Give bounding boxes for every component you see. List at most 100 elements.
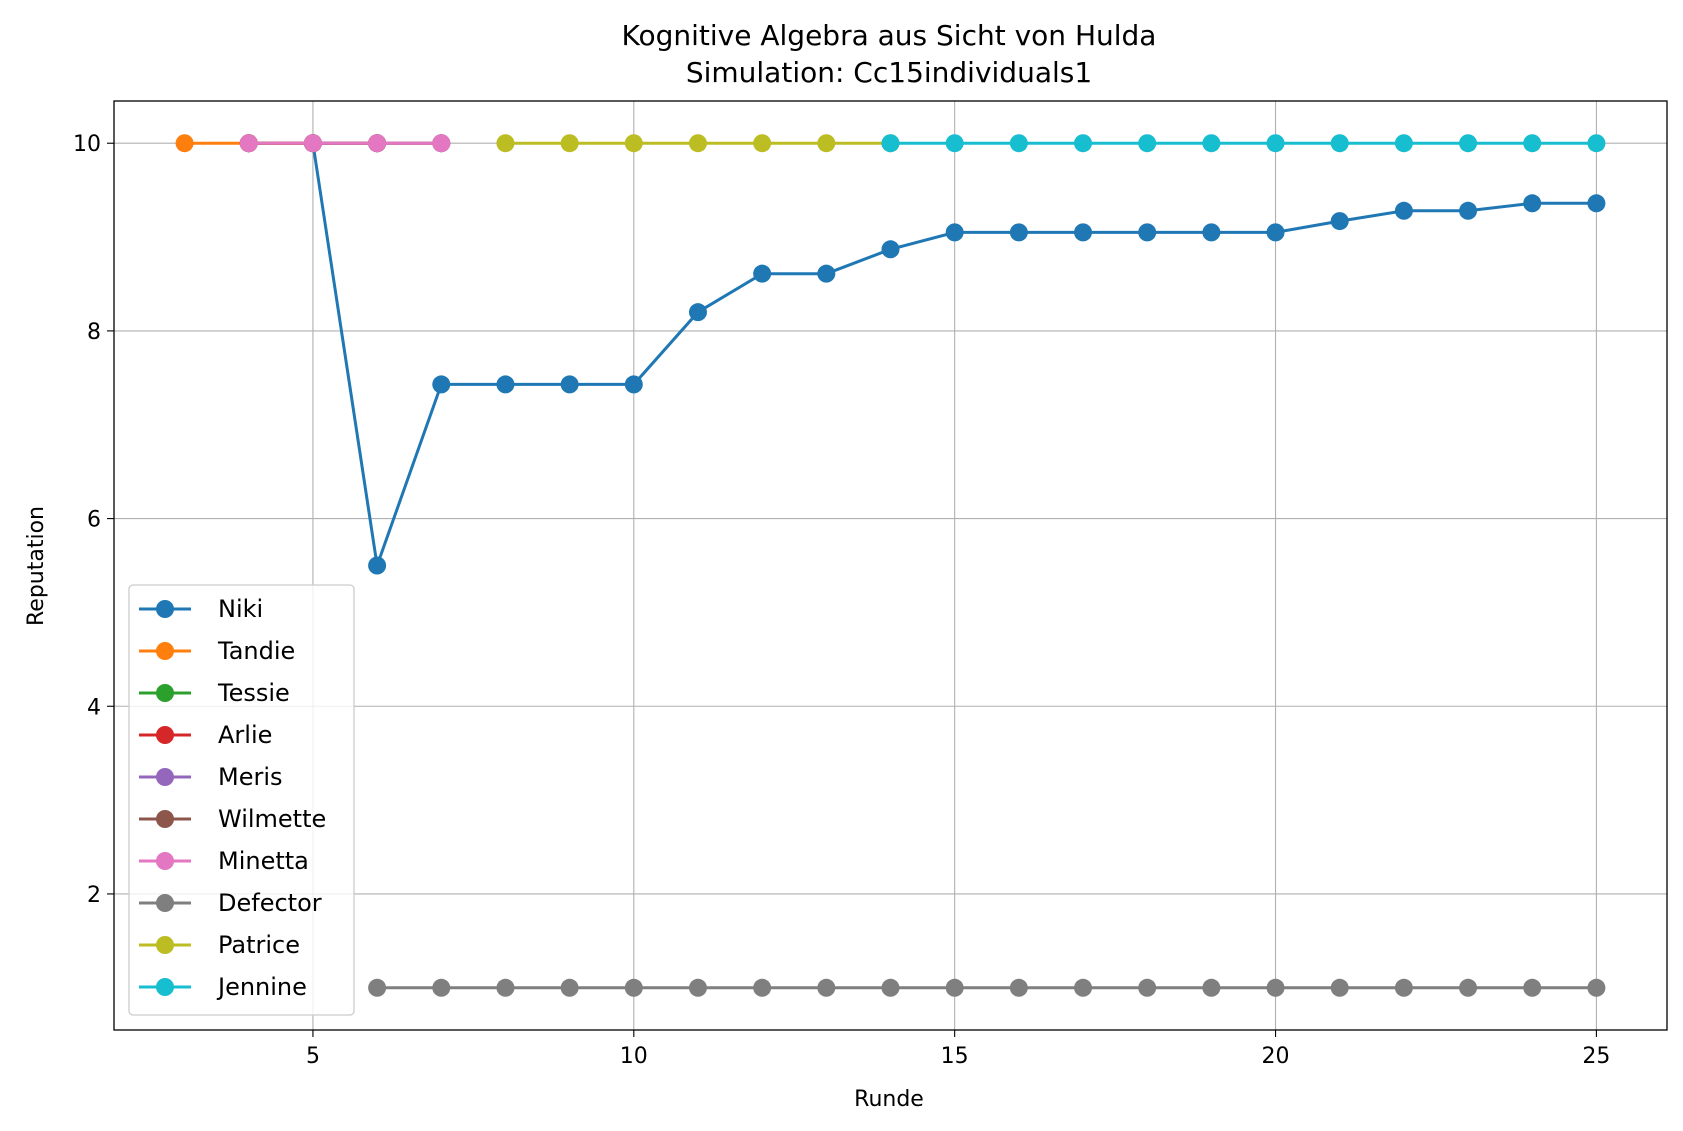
x-tick-label: 15 [941, 1044, 969, 1069]
legend-label: Defector [218, 889, 322, 917]
data-point [1459, 201, 1478, 220]
data-point [688, 303, 707, 322]
data-point [1138, 978, 1157, 997]
legend-label: Tandie [217, 637, 295, 665]
chart-subtitle: Simulation: Cc15individuals1 [686, 56, 1092, 89]
legend-label: Minetta [218, 847, 309, 875]
data-point [368, 134, 387, 153]
y-axis-label: Reputation [24, 506, 49, 626]
data-point [1202, 978, 1221, 997]
y-tick-label: 10 [73, 132, 101, 157]
data-point [1266, 223, 1285, 242]
data-point [1202, 223, 1221, 242]
data-point [1459, 134, 1478, 153]
data-point [1330, 134, 1349, 153]
data-point [817, 264, 836, 283]
legend-item: Minetta [139, 847, 309, 875]
y-tick-label: 4 [87, 695, 101, 720]
legend-label: Arlie [218, 721, 272, 749]
data-point [688, 134, 707, 153]
data-point [1074, 134, 1093, 153]
legend-item: Jennine [139, 973, 307, 1001]
data-point [624, 978, 643, 997]
data-point [817, 134, 836, 153]
legend-item: Meris [139, 763, 283, 791]
x-tick-label: 10 [620, 1044, 648, 1069]
legend-marker [156, 852, 174, 870]
data-point [1009, 978, 1028, 997]
legend-item: Niki [139, 595, 263, 623]
legend-marker [156, 642, 174, 660]
data-point [1394, 134, 1413, 153]
data-point [881, 240, 900, 259]
plot-series [175, 134, 1606, 997]
data-point [1138, 223, 1157, 242]
data-point [432, 375, 451, 394]
x-tick-label: 25 [1582, 1044, 1610, 1069]
data-point [560, 978, 579, 997]
data-point [1009, 223, 1028, 242]
x-tick-label: 20 [1262, 1044, 1290, 1069]
x-axis-label: Runde [854, 1087, 924, 1112]
data-point [303, 134, 322, 153]
legend-marker [156, 978, 174, 996]
data-point [753, 134, 772, 153]
data-point [560, 134, 579, 153]
legend-marker [156, 936, 174, 954]
data-point [1330, 978, 1349, 997]
data-point [881, 978, 900, 997]
legend-item: Patrice [139, 931, 300, 959]
data-point [753, 264, 772, 283]
legend-item: Arlie [139, 721, 272, 749]
legend-label: Tessie [217, 679, 290, 707]
data-point [945, 223, 964, 242]
data-point [945, 134, 964, 153]
legend-marker [156, 810, 174, 828]
data-point [1266, 978, 1285, 997]
axis-ticks: 5 10 15 20 25 2 4 6 8 10 [73, 132, 1610, 1069]
legend-label: Meris [218, 763, 283, 791]
legend-marker [156, 684, 174, 702]
legend-marker [156, 600, 174, 618]
data-point [881, 134, 900, 153]
series-line [248, 141, 1597, 567]
plot-area-frame [113, 100, 1668, 1031]
data-point [368, 556, 387, 575]
data-point [1330, 212, 1349, 231]
y-tick-label: 8 [87, 320, 101, 345]
data-point [560, 375, 579, 394]
data-point [368, 978, 387, 997]
data-point [432, 978, 451, 997]
data-point [496, 375, 515, 394]
data-point [1074, 978, 1093, 997]
series-jennine [881, 134, 1606, 153]
series-minetta [239, 134, 451, 153]
data-point [1394, 978, 1413, 997]
legend-label: Patrice [218, 931, 300, 959]
data-point [1138, 134, 1157, 153]
legend-item: Tandie [139, 637, 295, 665]
data-point [624, 375, 643, 394]
legend-item: Tessie [139, 679, 290, 707]
data-point [1523, 978, 1542, 997]
legend: Niki Tandie Tessie Arlie Meris Wilmette Minett… [128, 584, 355, 1016]
data-point [624, 134, 643, 153]
legend-marker [156, 768, 174, 786]
data-point [1523, 134, 1542, 153]
data-point [1587, 978, 1606, 997]
data-point [496, 978, 515, 997]
legend-label: Wilmette [218, 805, 326, 833]
data-point [1459, 978, 1478, 997]
legend-item: Defector [139, 889, 322, 917]
data-point [496, 134, 515, 153]
data-point [1266, 134, 1285, 153]
legend-label: Jennine [216, 973, 307, 1001]
data-point [1587, 194, 1606, 213]
y-tick-label: 2 [87, 883, 101, 908]
y-tick-label: 6 [87, 508, 101, 533]
data-point [1009, 134, 1028, 153]
chart-title: Kognitive Algebra aus Sicht von Hulda [622, 19, 1157, 52]
x-tick-label: 5 [306, 1044, 320, 1069]
data-point [945, 978, 964, 997]
